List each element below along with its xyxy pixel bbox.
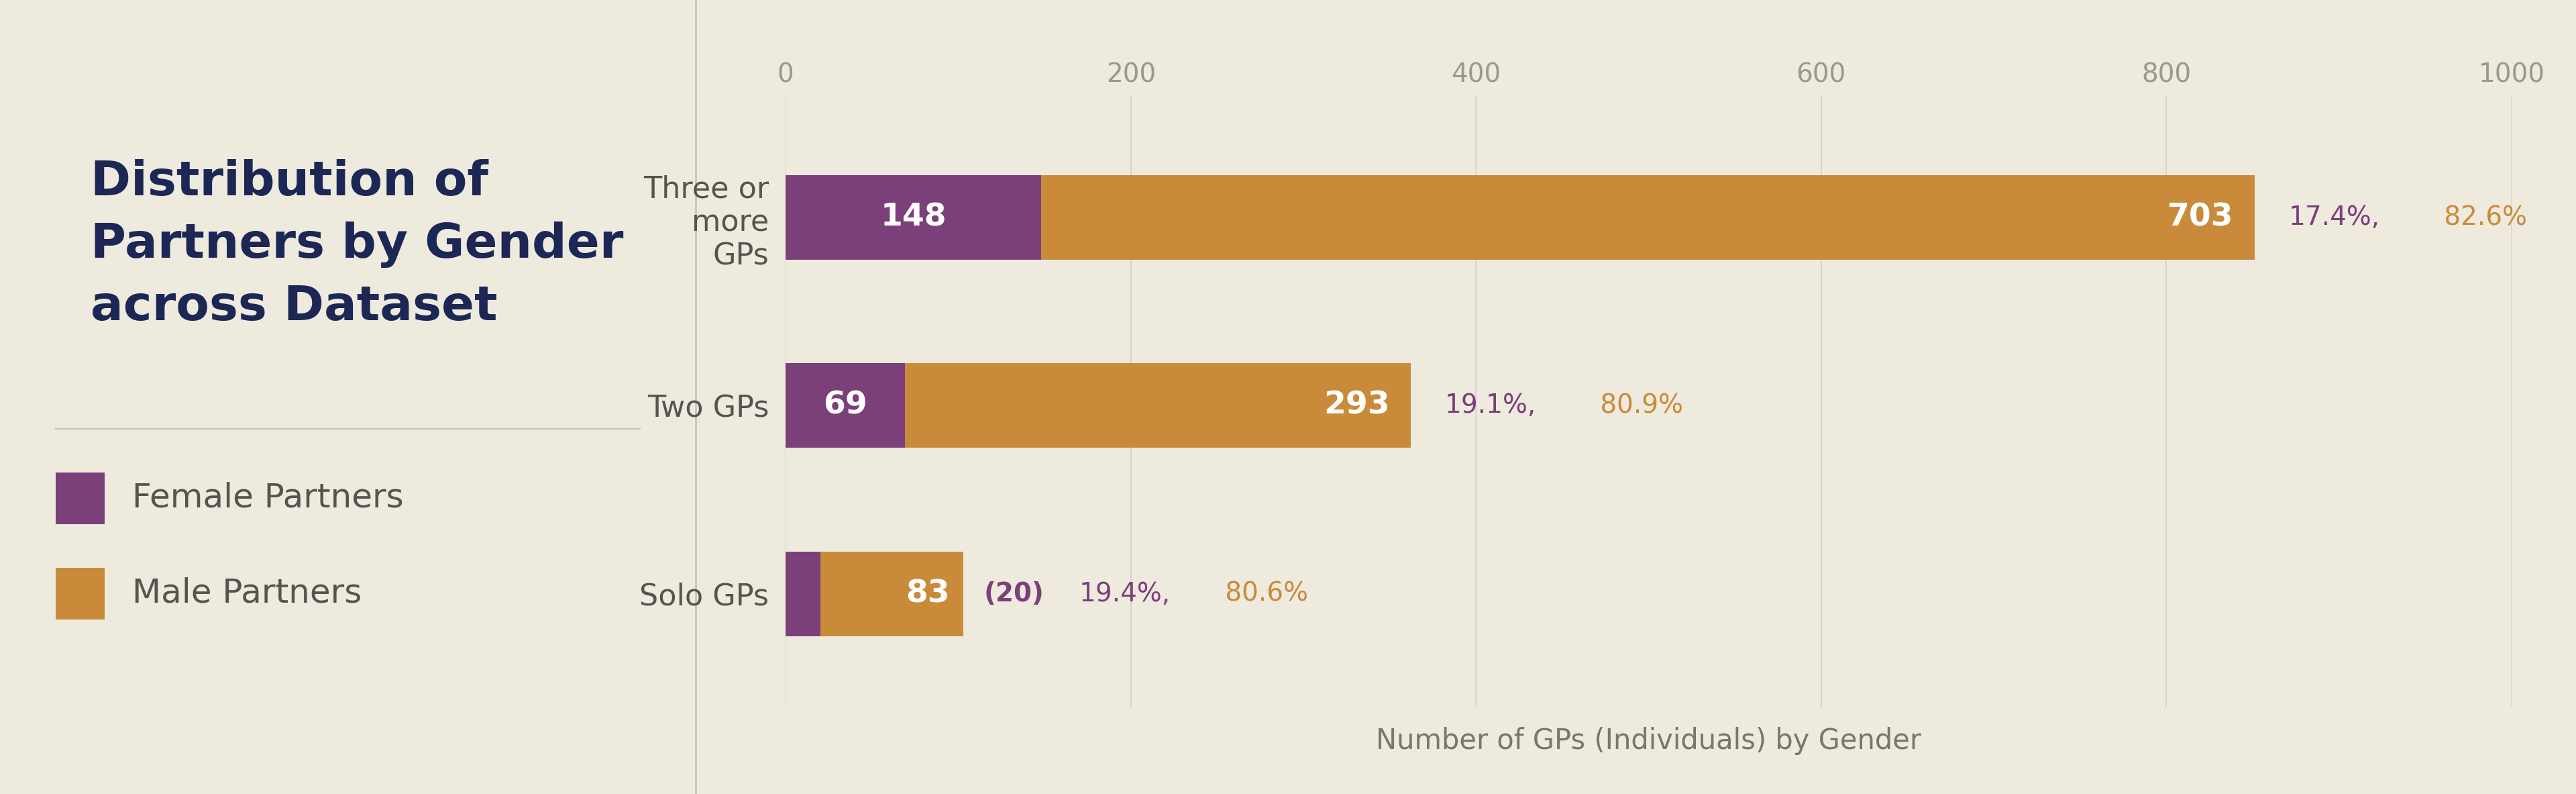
Bar	[786, 364, 904, 448]
Text: 69: 69	[824, 391, 868, 421]
Bar	[904, 364, 1412, 448]
Text: Distribution of
Partners by Gender
across Dataset: Distribution of Partners by Gender acros…	[90, 159, 623, 330]
FancyBboxPatch shape	[57, 472, 106, 524]
Text: (20): (20)	[984, 581, 1043, 607]
Text: 703: 703	[2166, 202, 2233, 233]
Bar	[1041, 175, 2254, 260]
Text: 80.9%: 80.9%	[1592, 393, 1682, 418]
Text: 80.6%: 80.6%	[1218, 581, 1309, 607]
Text: 19.1%,: 19.1%,	[1445, 393, 1535, 418]
Text: 148: 148	[881, 202, 945, 233]
Text: 82.6%: 82.6%	[2437, 205, 2527, 230]
X-axis label: Number of GPs (Individuals) by Gender: Number of GPs (Individuals) by Gender	[1376, 727, 1922, 755]
Bar	[786, 175, 1041, 260]
Text: 19.4%,: 19.4%,	[1079, 581, 1170, 607]
Text: Female Partners: Female Partners	[131, 482, 404, 514]
Text: 293: 293	[1324, 391, 1391, 421]
Text: 17.4%,: 17.4%,	[2290, 205, 2380, 230]
Text: Male Partners: Male Partners	[131, 577, 361, 609]
FancyBboxPatch shape	[57, 568, 106, 619]
Text: 83: 83	[907, 579, 951, 609]
Bar	[786, 552, 819, 636]
Bar	[819, 552, 963, 636]
